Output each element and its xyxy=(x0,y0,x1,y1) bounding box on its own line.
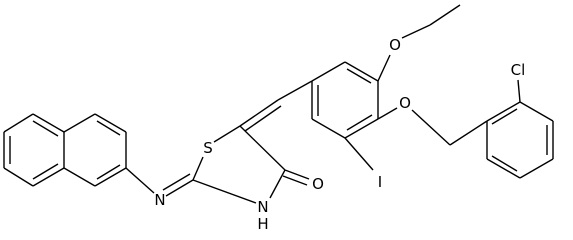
atom-label: O xyxy=(312,175,324,193)
bonds xyxy=(3,4,554,204)
atom-label: H xyxy=(257,215,268,233)
atom-label: N xyxy=(154,191,165,209)
atom-label: N xyxy=(257,198,268,216)
atom-label: S xyxy=(203,139,213,157)
atom-label: I xyxy=(378,173,382,191)
atom-label: Cl xyxy=(511,61,526,79)
atom-label: O xyxy=(399,94,411,112)
atom-label: O xyxy=(389,36,401,54)
